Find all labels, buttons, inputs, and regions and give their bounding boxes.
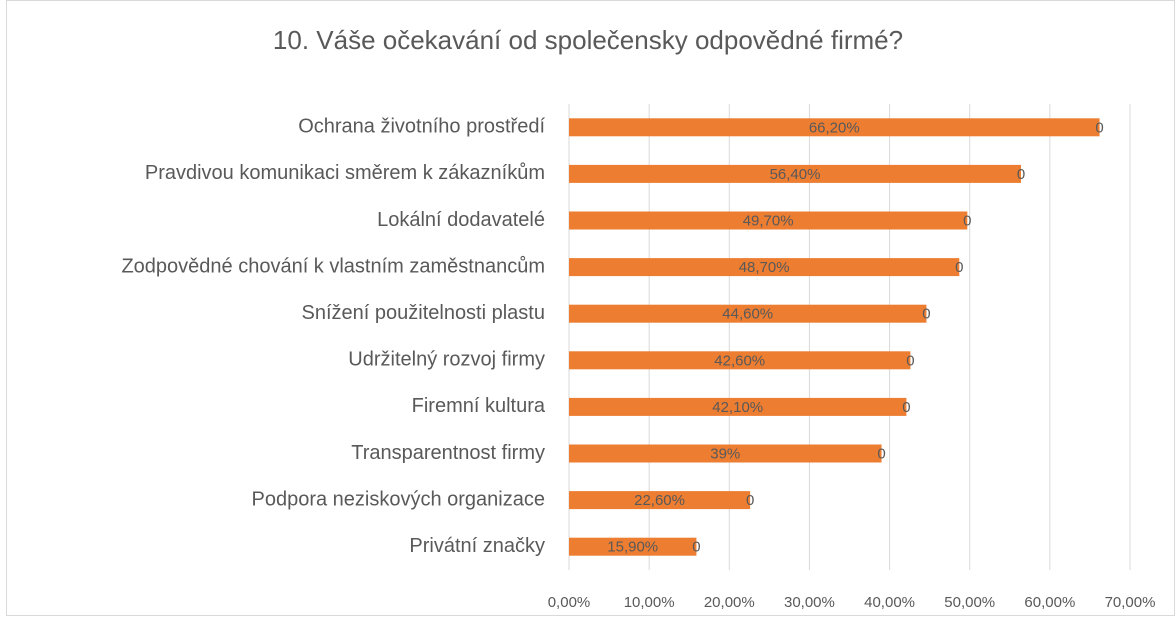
data-label: 0 [692,539,700,556]
data-label: 0 [922,306,930,323]
data-label: 48,70% [739,259,790,276]
data-label: 42,10% [712,399,763,416]
y-tick-label: Snížení použitelnosti plastu [302,302,546,324]
y-tick-label: Privátní značky [409,535,545,557]
x-tick-label: 50,00% [944,594,995,611]
data-label: 42,60% [714,352,765,369]
y-tick-label: Pravdivou komunikaci směrem k zákazníkům [145,162,545,184]
x-tick-label: 0,00% [548,594,591,611]
bar [569,397,907,416]
bar [569,537,697,556]
x-tick-label: 20,00% [704,594,755,611]
bar [569,164,1022,183]
data-label: 66,20% [809,119,860,136]
y-tick-label: Ochrana životního prostředí [298,116,545,138]
bar [569,304,927,323]
data-label: 0 [746,492,754,509]
data-label: 15,90% [607,539,658,556]
data-label: 0 [902,399,910,416]
y-tick-label: Udržitelný rozvoj firmy [348,349,545,371]
y-tick-label: Lokální dodavatelé [377,209,545,231]
bar [569,258,960,277]
bar [569,351,911,370]
data-label: 0 [906,352,914,369]
data-label: 49,70% [743,212,794,229]
y-tick-label: Podpora neziskových organizace [251,488,545,510]
data-label: 0 [955,259,963,276]
x-tick-label: 70,00% [1105,594,1156,611]
chart-title: 10. Váše očekavání od společensky odpově… [273,25,903,55]
x-tick-label: 60,00% [1024,594,1075,611]
data-label: 0 [1095,119,1103,136]
data-label: 0 [1017,166,1025,183]
data-label: 0 [963,212,971,229]
data-label: 22,60% [634,492,685,509]
data-label: 39% [710,445,740,462]
y-tick-label: Zodpovědné chování k vlastním zaměstnanc… [121,255,545,277]
x-tick-label: 30,00% [784,594,835,611]
y-tick-label: Transparentnost firmy [351,442,545,464]
bar [569,211,968,230]
y-tick-label: Firemní kultura [412,395,546,417]
bar [569,118,1100,137]
x-tick-label: 40,00% [864,594,915,611]
data-label: 44,60% [722,306,773,323]
bar [569,444,882,463]
data-label: 0 [877,445,885,462]
x-tick-label: 10,00% [624,594,675,611]
data-label: 56,40% [770,166,821,183]
bar [569,491,751,510]
